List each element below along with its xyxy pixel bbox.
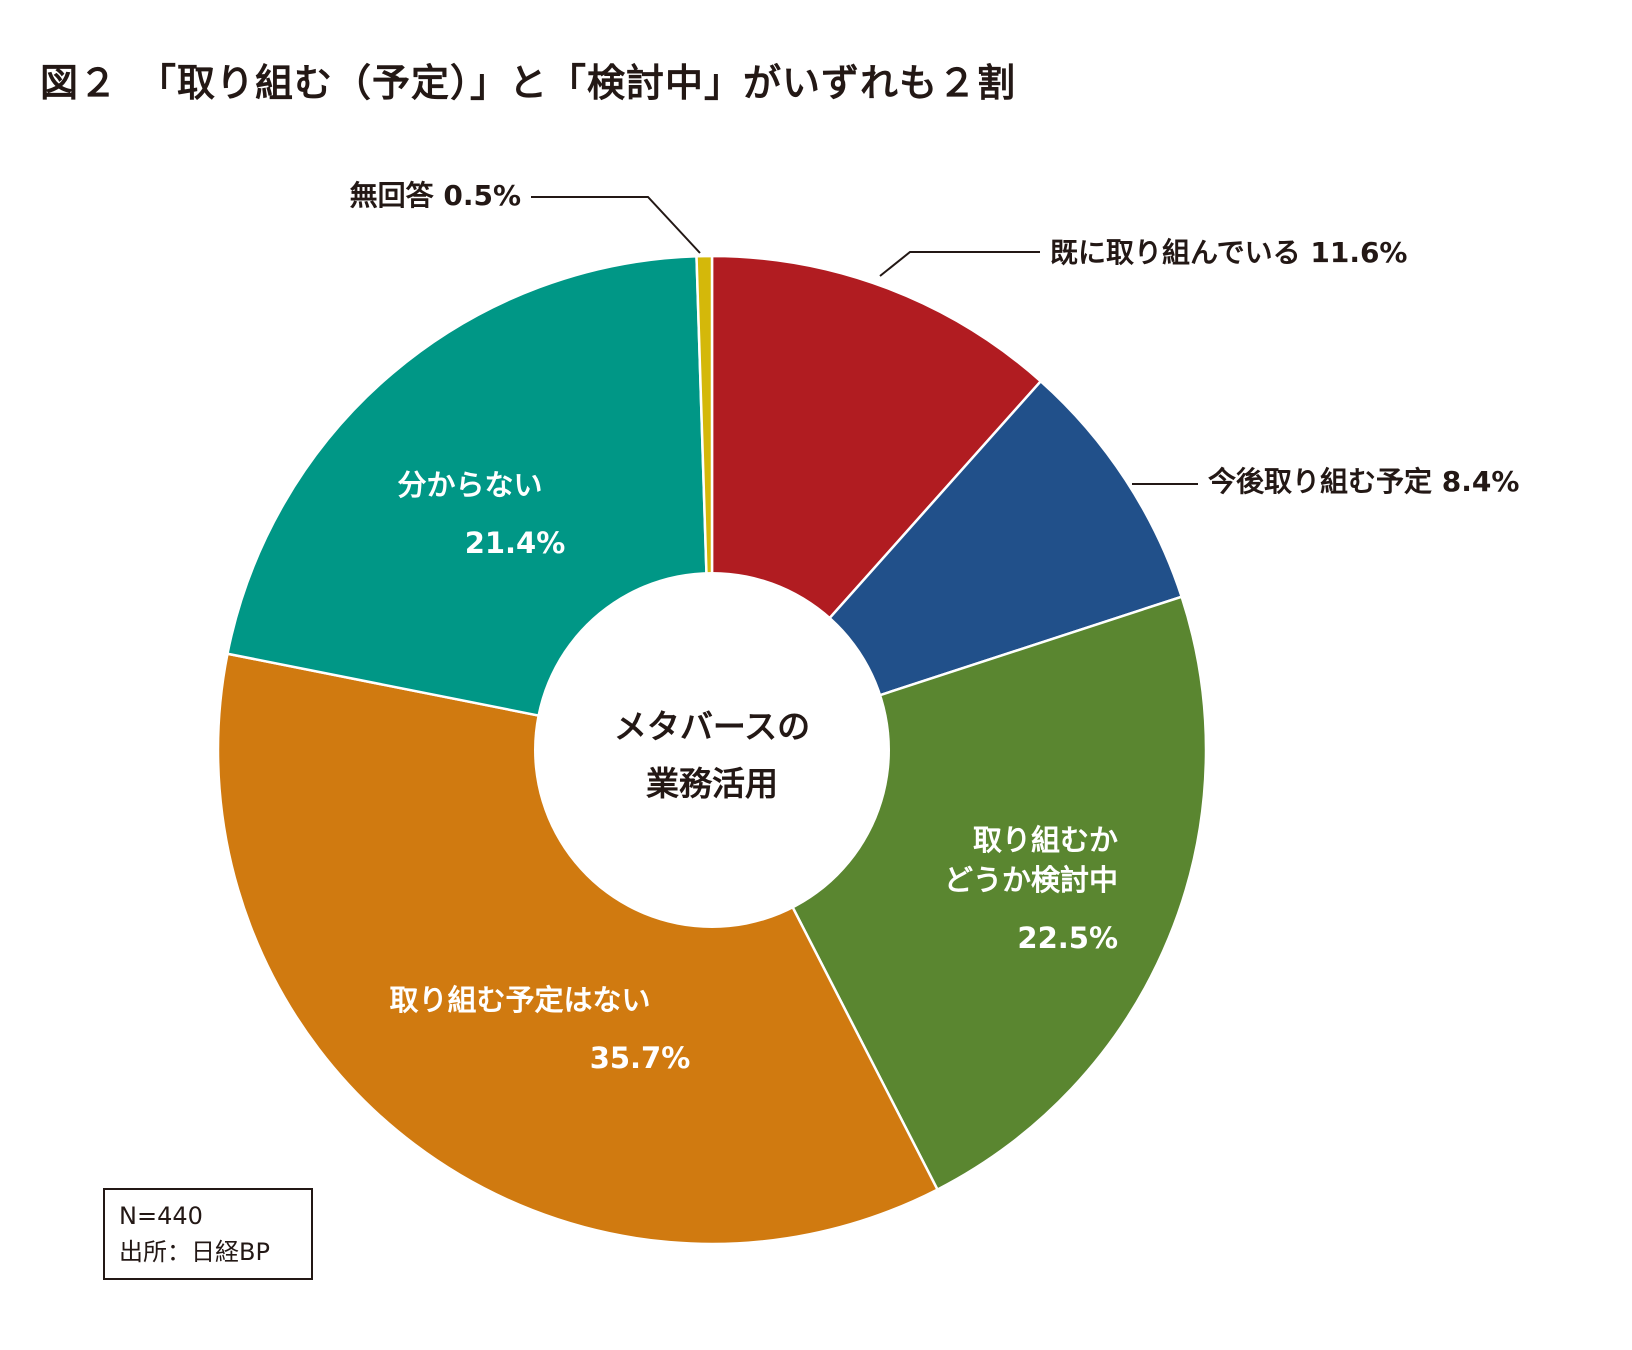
center-label-line-1: メタバースの — [614, 707, 810, 746]
slice-5-value-label: 21.4% — [465, 526, 566, 560]
slice-3-value-label: 22.5% — [1017, 921, 1118, 955]
sample-size-note: N=440 — [119, 1202, 203, 1230]
slice-3-label-line-1: 取り組むか — [973, 823, 1118, 857]
donut-hole — [534, 572, 890, 928]
slice-4 — [216, 652, 940, 1246]
center-label-line-2: 業務活用 — [646, 764, 778, 803]
slice-5-label-line-1: 分からない — [397, 468, 542, 502]
slice-6-leader-line — [531, 196, 701, 254]
source-note: 出所：日経BP — [119, 1238, 270, 1266]
chart-title: 図２ 「取り組む（予定）」と「検討中」がいずれも２割 — [40, 60, 1017, 105]
slice-1-label: 既に取り組んでいる 11.6% — [1050, 236, 1408, 269]
slice-2-label: 今後取り組む予定 8.4% — [1208, 465, 1519, 498]
slice-4-value-label: 35.7% — [590, 1041, 691, 1075]
source-box: N=440 出所：日経BP — [103, 1188, 313, 1280]
slice-6-label: 無回答 0.5% — [350, 179, 521, 212]
slice-4-label-line-1: 取り組む予定はない — [389, 983, 650, 1017]
slice-1-leader-line — [879, 251, 1040, 277]
slice-3-label-line-2: どうか検討中 — [944, 863, 1118, 897]
